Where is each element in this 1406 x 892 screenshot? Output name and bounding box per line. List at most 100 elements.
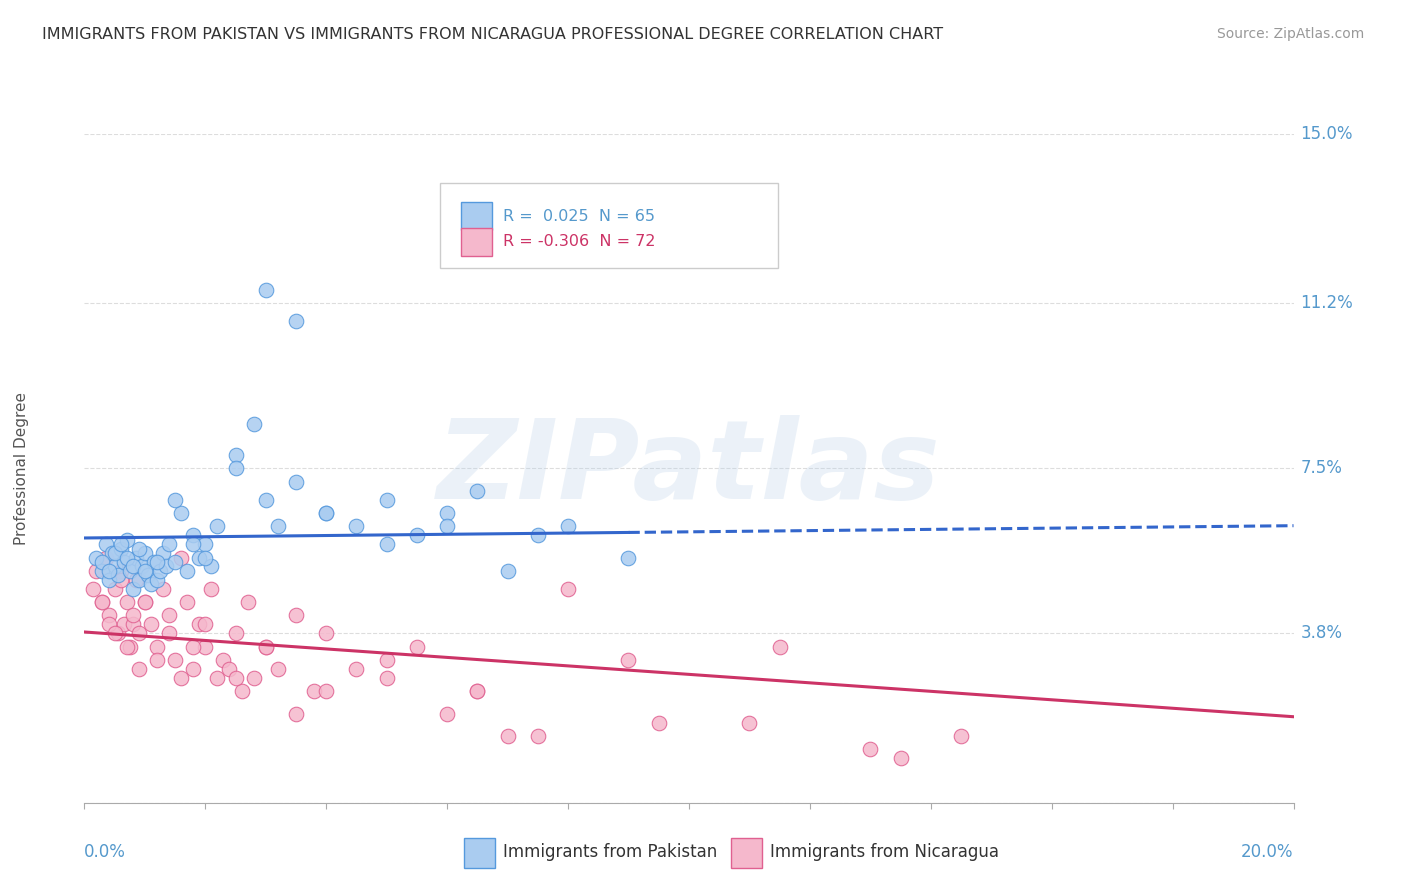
- Point: [139, 577, 162, 591]
- Point: [146, 653, 169, 667]
- Point: [406, 528, 429, 542]
- Point: [284, 608, 308, 623]
- Point: [890, 751, 912, 765]
- Point: [134, 595, 156, 609]
- Point: [496, 729, 519, 743]
- Point: [165, 653, 187, 667]
- Point: [188, 550, 211, 565]
- Point: [118, 640, 141, 654]
- Text: 3.8%: 3.8%: [1301, 624, 1343, 642]
- Point: [218, 662, 240, 676]
- Point: [375, 671, 398, 685]
- Point: [128, 573, 150, 587]
- Text: Professional Degree: Professional Degree: [14, 392, 28, 545]
- Point: [254, 640, 277, 654]
- Point: [94, 550, 117, 565]
- Point: [254, 640, 277, 654]
- Point: [231, 684, 253, 698]
- Point: [315, 506, 337, 520]
- Point: [139, 617, 162, 632]
- Point: [647, 715, 671, 730]
- Point: [110, 564, 132, 578]
- Point: [267, 662, 290, 676]
- Point: [302, 684, 325, 698]
- Text: 7.5%: 7.5%: [1301, 459, 1343, 477]
- Point: [157, 626, 180, 640]
- Point: [149, 564, 172, 578]
- Point: [225, 626, 247, 640]
- Point: [115, 533, 138, 547]
- Text: 11.2%: 11.2%: [1301, 294, 1354, 312]
- Point: [406, 640, 429, 654]
- Point: [134, 595, 156, 609]
- Point: [86, 550, 108, 565]
- Point: [315, 684, 337, 698]
- Point: [157, 537, 180, 551]
- Point: [375, 492, 398, 507]
- Point: [242, 671, 264, 685]
- Point: [346, 519, 368, 533]
- Point: [112, 555, 135, 569]
- Point: [115, 595, 138, 609]
- Point: [146, 640, 169, 654]
- Point: [82, 582, 104, 596]
- Point: [436, 706, 458, 721]
- Text: 0.0%: 0.0%: [84, 843, 127, 861]
- Point: [146, 573, 169, 587]
- Point: [97, 564, 120, 578]
- Text: R =  0.025  N = 65: R = 0.025 N = 65: [503, 209, 655, 224]
- Point: [557, 582, 579, 596]
- Point: [467, 684, 489, 698]
- Point: [194, 640, 217, 654]
- Point: [181, 640, 204, 654]
- Point: [146, 555, 169, 569]
- Point: [91, 595, 114, 609]
- Point: [104, 626, 127, 640]
- Point: [254, 492, 277, 507]
- Point: [225, 671, 247, 685]
- Point: [375, 653, 398, 667]
- Point: [112, 617, 135, 632]
- Point: [200, 559, 222, 574]
- Point: [142, 555, 165, 569]
- Point: [152, 582, 174, 596]
- Point: [86, 564, 108, 578]
- Point: [194, 617, 217, 632]
- Text: Immigrants from Nicaragua: Immigrants from Nicaragua: [770, 843, 1000, 861]
- Point: [107, 626, 129, 640]
- Point: [467, 684, 489, 698]
- Point: [155, 559, 177, 574]
- Text: Immigrants from Pakistan: Immigrants from Pakistan: [503, 843, 717, 861]
- Point: [181, 528, 204, 542]
- Point: [181, 662, 204, 676]
- Point: [617, 550, 640, 565]
- Point: [225, 448, 247, 462]
- Point: [110, 541, 132, 556]
- Point: [225, 461, 247, 475]
- Point: [557, 519, 579, 533]
- Point: [254, 283, 277, 297]
- Point: [128, 541, 150, 556]
- Point: [121, 559, 143, 574]
- Point: [194, 537, 217, 551]
- Point: [181, 537, 204, 551]
- Point: [91, 555, 114, 569]
- Point: [115, 550, 138, 565]
- Point: [110, 573, 132, 587]
- Text: R = -0.306  N = 72: R = -0.306 N = 72: [503, 235, 655, 250]
- Point: [738, 715, 761, 730]
- Point: [242, 417, 264, 431]
- Point: [346, 662, 368, 676]
- Point: [104, 559, 127, 574]
- Text: 15.0%: 15.0%: [1301, 125, 1353, 143]
- Point: [110, 537, 132, 551]
- Point: [284, 706, 308, 721]
- Point: [131, 559, 153, 574]
- Point: [436, 519, 458, 533]
- Point: [194, 550, 217, 565]
- Point: [134, 564, 156, 578]
- Point: [617, 653, 640, 667]
- Point: [121, 582, 143, 596]
- Point: [375, 537, 398, 551]
- Point: [165, 492, 187, 507]
